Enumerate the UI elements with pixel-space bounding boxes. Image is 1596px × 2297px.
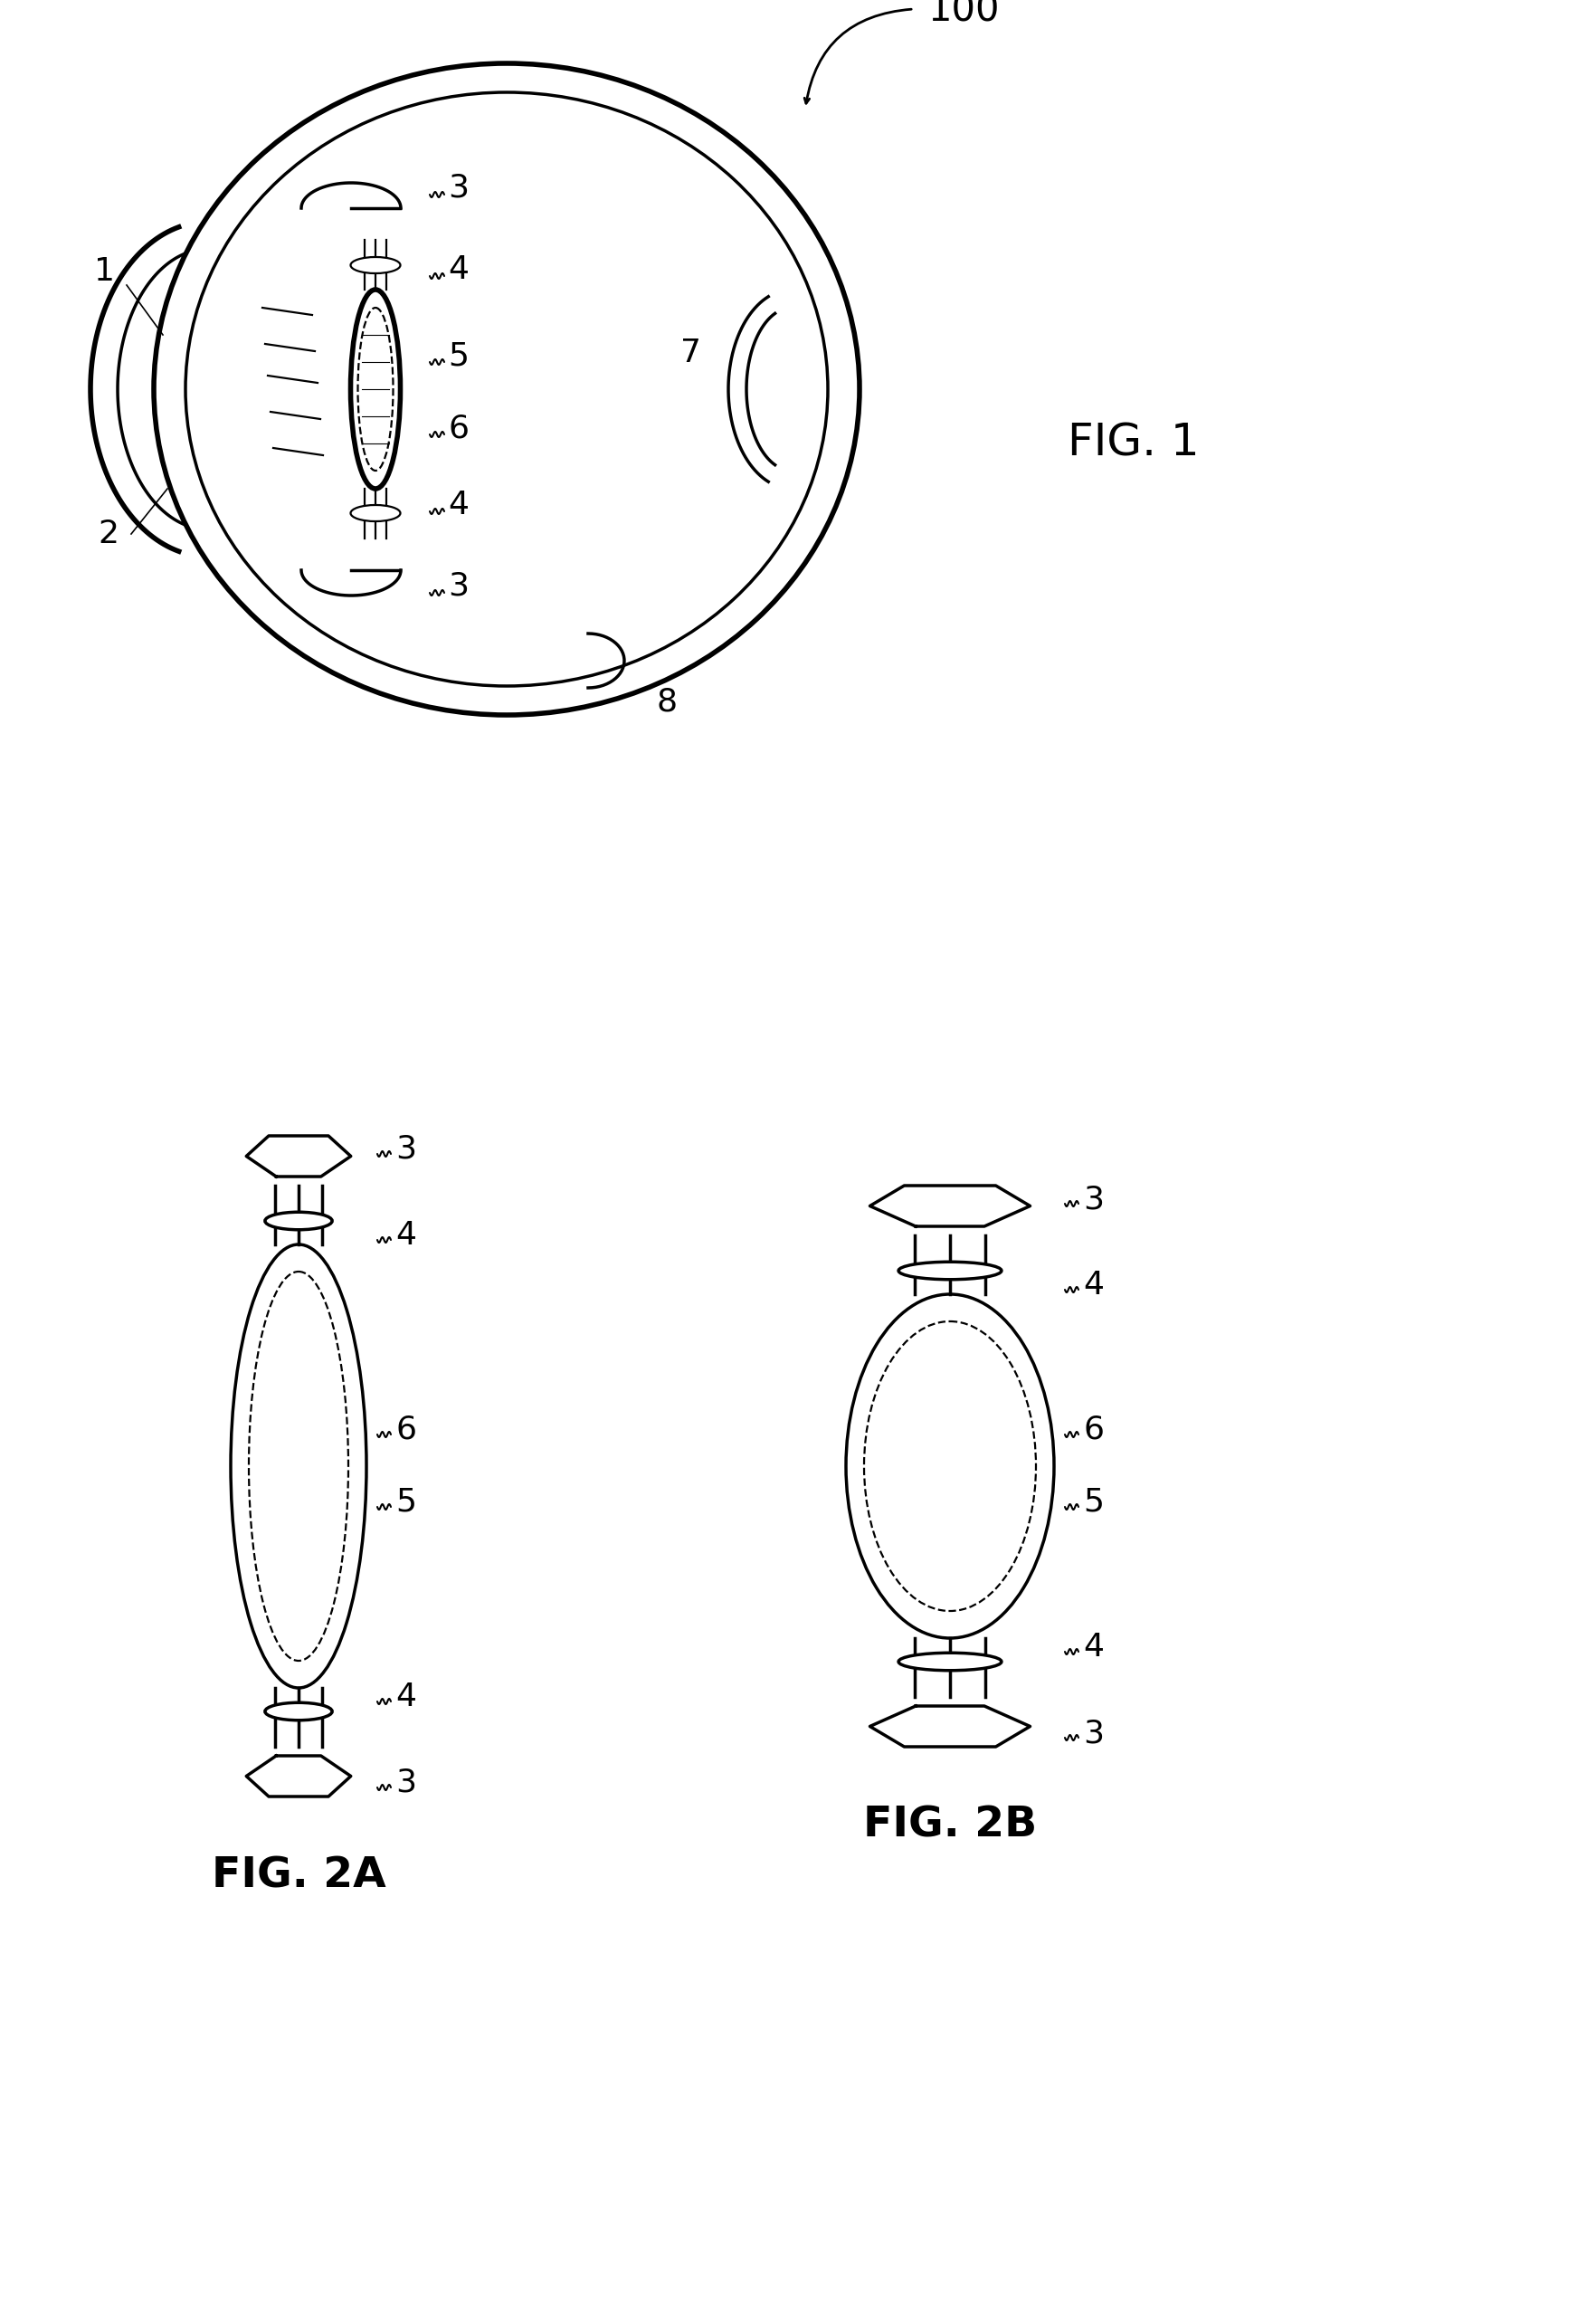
- Text: 4: 4: [448, 489, 469, 521]
- Text: 6: 6: [1084, 1415, 1104, 1445]
- Ellipse shape: [265, 1702, 332, 1720]
- Text: 1: 1: [94, 257, 115, 287]
- Text: 5: 5: [448, 340, 469, 372]
- Text: 100: 100: [927, 0, 999, 30]
- Text: 4: 4: [1084, 1631, 1104, 1663]
- Ellipse shape: [351, 505, 401, 521]
- Polygon shape: [870, 1185, 1029, 1227]
- Polygon shape: [870, 1707, 1029, 1746]
- Text: 5: 5: [396, 1486, 417, 1518]
- Polygon shape: [246, 1135, 351, 1176]
- Text: 4: 4: [448, 255, 469, 285]
- Text: 4: 4: [396, 1220, 417, 1252]
- Text: 3: 3: [396, 1769, 417, 1799]
- Ellipse shape: [351, 289, 401, 489]
- Text: FIG. 2B: FIG. 2B: [863, 1805, 1037, 1847]
- Ellipse shape: [899, 1654, 1002, 1670]
- Ellipse shape: [231, 1245, 367, 1688]
- Text: 4: 4: [1084, 1270, 1104, 1300]
- Text: 3: 3: [1084, 1183, 1104, 1215]
- Text: 3: 3: [448, 572, 469, 602]
- Text: 6: 6: [396, 1415, 417, 1445]
- Ellipse shape: [265, 1213, 332, 1229]
- Text: FIG. 1: FIG. 1: [1068, 423, 1199, 466]
- Text: 3: 3: [1084, 1718, 1104, 1748]
- Text: 7: 7: [680, 338, 701, 368]
- Text: 3: 3: [396, 1135, 417, 1165]
- Ellipse shape: [351, 257, 401, 273]
- Text: 4: 4: [396, 1681, 417, 1711]
- Text: 5: 5: [1084, 1486, 1104, 1518]
- Polygon shape: [246, 1755, 351, 1796]
- Text: FIG. 2A: FIG. 2A: [211, 1856, 386, 1895]
- Ellipse shape: [899, 1261, 1002, 1279]
- Text: 6: 6: [448, 413, 469, 443]
- Text: 8: 8: [656, 687, 677, 717]
- Ellipse shape: [846, 1293, 1053, 1638]
- Text: 3: 3: [448, 172, 469, 204]
- Text: 2: 2: [99, 519, 120, 549]
